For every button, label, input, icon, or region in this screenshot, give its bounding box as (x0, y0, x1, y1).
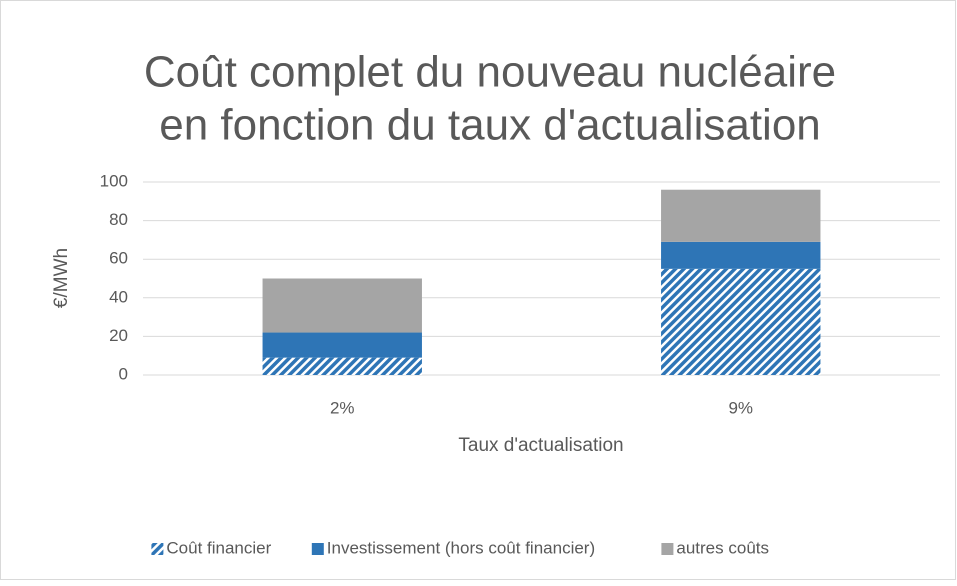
y-tick-label: 60 (109, 249, 128, 268)
bar-segment (262, 278, 422, 333)
y-tick-label: 80 (109, 210, 128, 229)
x-tick-label: 9% (728, 398, 753, 417)
chart-title: en fonction du taux d'actualisation (159, 101, 821, 150)
x-axis-label: Taux d'actualisation (458, 435, 623, 456)
y-tick-label: 0 (119, 364, 128, 383)
y-tick-label: 40 (109, 287, 128, 306)
x-tick-label: 2% (330, 398, 355, 417)
legend-swatch (311, 543, 324, 555)
bar-segment (262, 332, 422, 358)
bar-segment (661, 189, 821, 242)
chart-title: Coût complet du nouveau nucléaire (144, 48, 836, 97)
y-tick-label: 100 (100, 171, 128, 190)
legend-label: Investissement (hors coût financier) (327, 538, 595, 557)
y-axis-label: €/MWh (51, 248, 72, 308)
legend-swatch (151, 543, 164, 555)
bar-segment (262, 357, 422, 375)
y-tick-label: 20 (109, 326, 128, 345)
legend-label: Coût financier (166, 538, 271, 557)
legend-label: autres coûts (676, 538, 769, 557)
bar-segment (661, 241, 821, 269)
legend-swatch (661, 543, 674, 555)
bar-segment (661, 268, 821, 375)
